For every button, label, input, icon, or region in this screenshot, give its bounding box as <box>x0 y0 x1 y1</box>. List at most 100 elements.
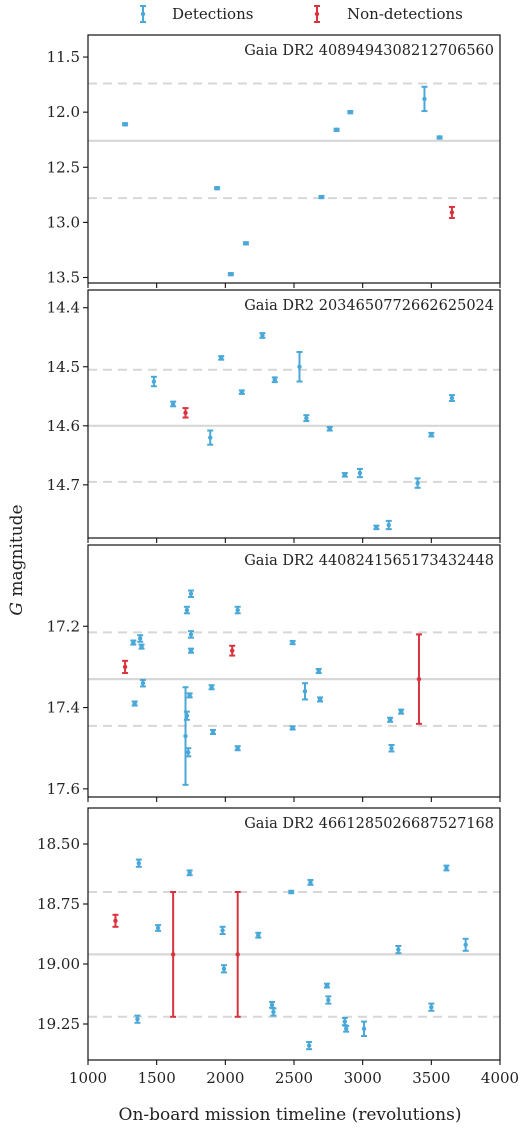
detection-point <box>443 864 450 872</box>
panel-title: Gaia DR2 4661285026687527168 <box>244 816 494 832</box>
detection-point <box>306 1041 313 1051</box>
non-detection-point <box>182 407 189 419</box>
y-axis-label-text: magnitude <box>7 504 27 602</box>
y-tick-label: 14.7 <box>47 476 80 494</box>
detection-point <box>242 241 249 246</box>
detection-point <box>188 630 194 639</box>
x-axis-label: On-board mission timeline (revolutions) <box>119 1105 462 1125</box>
detection-point <box>138 643 145 650</box>
detection-point <box>428 1002 435 1012</box>
detection-point <box>155 924 162 932</box>
panels: 11.5 12.0 12.5 13.0 13.5 Gaia DR2 40894943082… <box>37 34 519 1087</box>
detection-point <box>361 1020 368 1037</box>
panel-frame <box>87 34 501 284</box>
detection-point <box>130 639 137 646</box>
y-tick-label: 14.6 <box>47 417 80 435</box>
detection-point <box>170 400 177 408</box>
detection-point <box>269 1000 276 1009</box>
panel-frame <box>87 807 501 1061</box>
detection-point <box>333 127 340 132</box>
x-tick-label: 2500 <box>275 1069 313 1087</box>
non-detection-point <box>122 659 129 675</box>
y-tick-label: 17.6 <box>47 780 80 798</box>
detection-point <box>373 524 380 531</box>
non-detection-point <box>234 891 241 1018</box>
detection-point <box>185 747 192 758</box>
detection-point <box>234 605 241 615</box>
y-tick-label: 12.5 <box>47 158 80 176</box>
detection-point <box>289 639 296 646</box>
x-tick-label: 4000 <box>481 1069 519 1087</box>
detection-point <box>318 194 325 200</box>
detection-point <box>428 431 435 438</box>
panel-title: Gaia DR2 4089494308212706560 <box>244 43 494 59</box>
non-detection-point <box>112 913 119 928</box>
legend-detection-marker <box>140 5 146 23</box>
detection-point <box>186 692 193 699</box>
y-axis-label-symbol: G <box>7 602 27 616</box>
panel-4: 18.50 18.75 19.00 19.25 Gaia DR2 46612850266… <box>37 807 501 1065</box>
y-tick-label: 12.0 <box>47 103 80 121</box>
detection-point <box>122 122 129 127</box>
x-tick-label: 3000 <box>344 1069 382 1087</box>
non-detection-point <box>415 633 422 725</box>
detection-point <box>341 472 348 478</box>
detection-point <box>289 725 296 731</box>
detection-point <box>182 686 189 786</box>
detection-point <box>208 684 215 691</box>
detection-point <box>137 634 144 643</box>
detection-point <box>462 937 469 952</box>
detection-point <box>227 271 234 277</box>
detection-point <box>259 332 266 339</box>
legend-detections-label: Detections <box>172 5 253 23</box>
legend-non-detections-label: Non-detections <box>347 5 463 23</box>
legend-non-detection-marker <box>314 5 320 23</box>
detection-point <box>387 716 394 723</box>
y-tick-label: 11.5 <box>47 48 80 66</box>
x-tick-label: 3500 <box>412 1069 450 1087</box>
y-tick-label: 13.0 <box>47 213 80 231</box>
detection-point <box>398 708 405 715</box>
panel-3: 17.2 17.4 17.6 Gaia DR2 4408241565173432448 <box>47 544 501 802</box>
detection-point <box>323 982 330 989</box>
y-tick-label: 18.75 <box>37 895 80 913</box>
x-tick-label: 1500 <box>138 1069 176 1087</box>
y-tick-label: 14.4 <box>47 299 80 317</box>
y-tick-label: 13.5 <box>47 268 80 286</box>
detection-point <box>234 745 241 752</box>
detection-point <box>134 1014 141 1024</box>
detection-point <box>303 414 310 423</box>
detection-point <box>296 351 303 383</box>
y-tick-label: 19.25 <box>37 1015 80 1033</box>
y-tick-label: 19.00 <box>37 955 80 973</box>
detection-point <box>343 1024 350 1033</box>
detection-point <box>150 375 157 388</box>
detection-point <box>131 700 138 707</box>
non-detection-point <box>229 644 236 657</box>
detection-point <box>317 696 324 703</box>
detection-point <box>307 879 314 886</box>
detection-point <box>218 355 225 361</box>
detection-point <box>414 477 421 489</box>
detection-point <box>341 1017 348 1027</box>
panel-2: 14.4 14.5 14.6 14.7 Gaia DR2 203465077266262… <box>47 289 501 543</box>
panel-title: Gaia DR2 2034650772662625024 <box>244 298 494 314</box>
detection-point <box>238 389 245 395</box>
detection-point <box>207 429 214 446</box>
detection-point <box>220 964 227 974</box>
detection-point <box>214 186 221 191</box>
panel-frame <box>87 289 501 539</box>
detection-point <box>421 85 428 113</box>
detection-point <box>139 678 146 688</box>
y-tick-label: 17.2 <box>47 617 80 635</box>
detection-point <box>288 889 295 895</box>
panel-title: Gaia DR2 4408241565173432448 <box>244 553 494 569</box>
detection-point <box>385 519 392 531</box>
detection-point <box>325 995 332 1005</box>
detection-point <box>315 667 322 675</box>
detection-point <box>271 376 278 384</box>
detection-point <box>448 394 455 403</box>
panel-1: 11.5 12.0 12.5 13.0 13.5 Gaia DR2 40894943082… <box>47 34 501 288</box>
detection-point <box>209 728 216 735</box>
